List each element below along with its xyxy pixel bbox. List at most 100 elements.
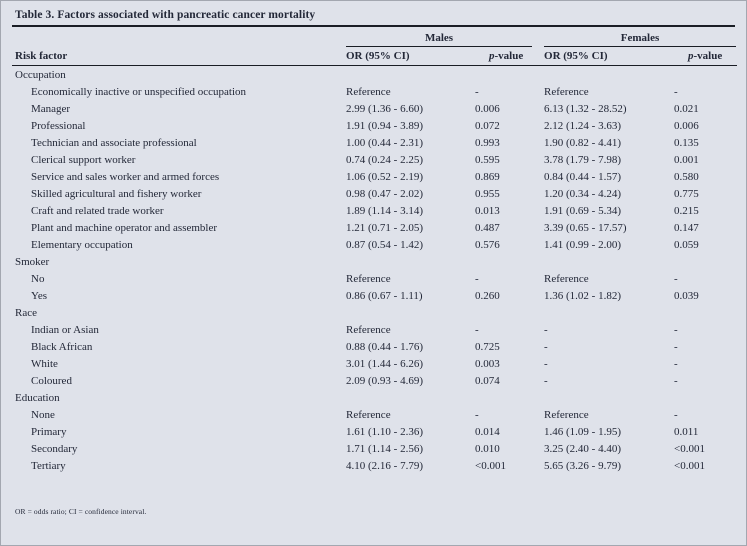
group-header-spacer <box>12 27 346 47</box>
risk-factor-cell: None <box>31 408 55 421</box>
males-group-header: Males <box>346 27 544 47</box>
table-row: Plant and machine operator and assembler… <box>12 219 737 236</box>
females-or-cell: 3.39 (0.65 - 17.57) <box>544 221 627 234</box>
table-row: Craft and related trade worker 1.89 (1.14… <box>12 202 737 219</box>
females-or-cell: 1.36 (1.02 - 1.82) <box>544 289 622 302</box>
risk-factor-cell: Black African <box>31 340 93 353</box>
females-p-cell: 0.580 <box>674 170 699 183</box>
females-or-header: OR (95% CI) <box>544 47 675 66</box>
table-row: Service and sales worker and armed force… <box>12 168 737 185</box>
section-header-row: Race <box>12 304 737 321</box>
males-or-cell: 1.00 (0.44 - 2.31) <box>346 136 423 149</box>
males-or-cell: 0.86 (0.67 - 1.11) <box>346 289 423 302</box>
males-p-cell: 0.006 <box>475 102 500 115</box>
p-italic: p <box>489 50 495 62</box>
females-p-cell: - <box>674 323 678 336</box>
females-or-cell: 3.25 (2.40 - 4.40) <box>544 442 622 455</box>
table-body: Occupation Economically inactive or unspe… <box>12 66 737 475</box>
females-p-cell: 0.001 <box>674 153 699 166</box>
females-p-cell: <0.001 <box>674 459 705 472</box>
males-or-cell: 4.10 (2.16 - 7.79) <box>346 459 423 472</box>
females-p-cell: - <box>674 357 678 370</box>
risk-factor-cell: White <box>31 357 58 370</box>
females-or-cell: - <box>544 323 548 336</box>
males-p-cell: 0.595 <box>475 153 500 166</box>
females-p-cell: - <box>674 340 678 353</box>
table-row: Coloured 2.09 (0.93 - 4.69) 0.074 - - <box>12 372 737 389</box>
males-or-cell: 1.61 (1.10 - 2.36) <box>346 425 423 438</box>
table-title: Table 3. Factors associated with pancrea… <box>15 9 316 21</box>
risk-factor-cell: Tertiary <box>31 459 66 472</box>
risk-factor-cell: Coloured <box>31 374 72 387</box>
females-or-cell: 1.91 (0.69 - 5.34) <box>544 204 622 217</box>
males-p-cell: 0.074 <box>475 374 500 387</box>
title-rule <box>12 25 735 27</box>
risk-factor-cell: Technician and associate professional <box>31 136 197 149</box>
males-p-cell: - <box>475 272 479 285</box>
males-or-cell: 1.91 (0.94 - 3.89) <box>346 119 423 132</box>
females-or-cell: 5.65 (3.26 - 9.79) <box>544 459 622 472</box>
table-row: Professional 1.91 (0.94 - 3.89) 0.072 2.12 … <box>12 117 737 134</box>
males-or-cell: 3.01 (1.44 - 6.26) <box>346 357 423 370</box>
section-header-row: Occupation <box>12 66 737 84</box>
males-p-cell: 0.993 <box>475 136 500 149</box>
males-p-cell: <0.001 <box>475 459 506 472</box>
females-p-cell: 0.147 <box>674 221 699 234</box>
males-p-cell: 0.725 <box>475 340 500 353</box>
males-or-cell: 0.88 (0.44 - 1.76) <box>346 340 423 353</box>
males-or-cell: Reference <box>346 323 391 336</box>
males-p-cell: 0.869 <box>475 170 500 183</box>
females-or-cell: 6.13 (1.32 - 28.52) <box>544 102 627 115</box>
table-row: Manager 2.99 (1.36 - 6.60) 0.006 6.13 (1.32… <box>12 100 737 117</box>
males-p-cell: - <box>475 323 479 336</box>
risk-factor-cell: Skilled agricultural and fishery worker <box>31 187 202 200</box>
females-or-cell: - <box>544 340 548 353</box>
group-header-row: Males Females <box>12 27 737 47</box>
males-or-cell: 2.99 (1.36 - 6.60) <box>346 102 423 115</box>
section-header-row: Education <box>12 389 737 406</box>
risk-factor-cell: Service and sales worker and armed force… <box>31 170 220 183</box>
risk-factor-cell: Manager <box>31 102 71 115</box>
table-row: No Reference - Reference - <box>12 270 737 287</box>
males-or-cell: 0.98 (0.47 - 2.02) <box>346 187 423 200</box>
risk-factor-cell: Indian or Asian <box>31 323 99 336</box>
females-or-cell: 2.12 (1.24 - 3.63) <box>544 119 622 132</box>
females-p-cell: 0.059 <box>674 238 699 251</box>
table-row: Yes 0.86 (0.67 - 1.11) 0.260 1.36 (1.02 - 1… <box>12 287 737 304</box>
females-p-cell: 0.011 <box>674 425 699 438</box>
females-group-label: Females <box>544 32 737 47</box>
females-or-cell: Reference <box>544 408 589 421</box>
females-or-cell: 3.78 (1.79 - 7.98) <box>544 153 622 166</box>
females-p-cell: 0.775 <box>674 187 699 200</box>
table-row: Economically inactive or unspecified occ… <box>12 83 737 100</box>
males-p-cell: - <box>475 408 479 421</box>
females-or-cell: Reference <box>544 272 589 285</box>
females-or-cell: 1.90 (0.82 - 4.41) <box>544 136 622 149</box>
females-p-cell: 0.215 <box>674 204 699 217</box>
p-rest: -value <box>693 50 723 62</box>
females-p-cell: - <box>674 408 678 421</box>
males-or-cell: 0.74 (0.24 - 2.25) <box>346 153 423 166</box>
column-header-row: Risk factor OR (95% CI) p-value OR (95% … <box>12 47 738 66</box>
males-group-label: Males <box>346 32 533 47</box>
section-header-row: Smoker <box>12 253 737 270</box>
males-p-cell: 0.010 <box>475 442 500 455</box>
males-p-cell: 0.576 <box>475 238 500 251</box>
males-or-cell: 0.87 (0.54 - 1.42) <box>346 238 423 251</box>
risk-factor-cell: No <box>31 272 45 285</box>
section-label: Education <box>15 391 60 404</box>
females-p-cell: 0.039 <box>674 289 699 302</box>
females-or-cell: 1.20 (0.34 - 4.24) <box>544 187 622 200</box>
p-rest: -value <box>494 50 524 62</box>
males-p-cell: 0.487 <box>475 221 500 234</box>
females-or-cell: Reference <box>544 85 589 98</box>
males-p-cell: 0.260 <box>475 289 500 302</box>
table-row: Indian or Asian Reference - - - <box>12 321 737 338</box>
risk-factor-header: Risk factor <box>12 47 346 66</box>
females-p-cell: - <box>674 272 678 285</box>
males-or-cell: Reference <box>346 408 391 421</box>
risk-factor-cell: Economically inactive or unspecified occ… <box>31 85 247 98</box>
males-or-cell: Reference <box>346 272 391 285</box>
males-p-cell: 0.013 <box>475 204 500 217</box>
